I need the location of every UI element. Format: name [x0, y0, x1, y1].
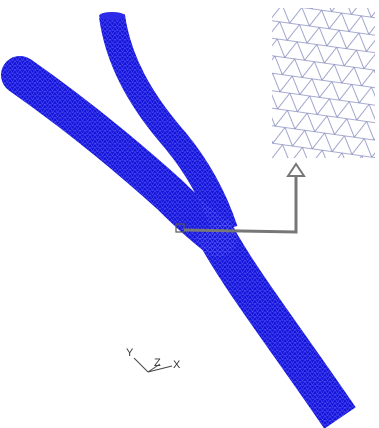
arrow-head [288, 164, 304, 176]
triad-x-label: X [173, 359, 181, 371]
triad-z-label: Z [154, 357, 161, 369]
triad-y-line [134, 358, 148, 372]
mesh-inset [272, 8, 375, 158]
branch-end [99, 12, 125, 20]
triad-y-label: Y [126, 347, 134, 359]
axis-triad: Y Z X [126, 347, 181, 372]
mesh-figure: Y Z X [0, 0, 379, 428]
